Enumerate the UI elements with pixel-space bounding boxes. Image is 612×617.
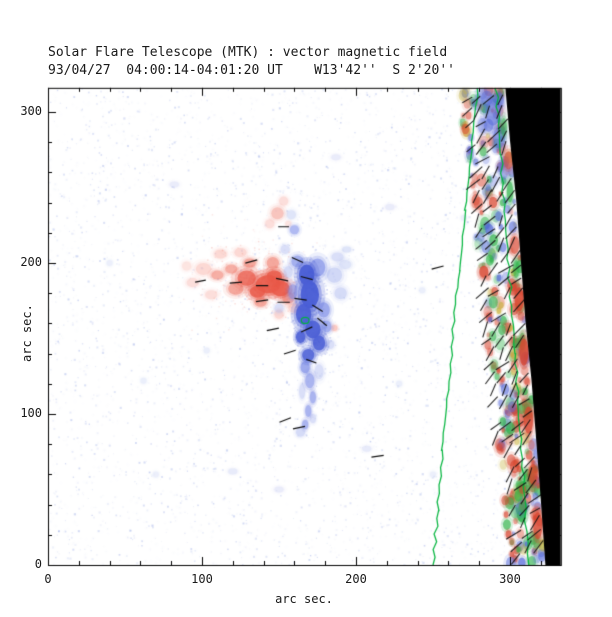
y-tick-label-300: 300 (20, 104, 42, 118)
y-tick-label-0: 0 (34, 557, 42, 571)
x-tick-label-100: 100 (191, 572, 213, 586)
x-tick-label-200: 200 (345, 572, 367, 586)
x-tick-label-300: 300 (499, 572, 521, 586)
x-axis-label: arc sec. (275, 592, 333, 606)
y-tick-label-200: 200 (20, 255, 42, 269)
chart-title: Solar Flare Telescope (MTK) : vector mag… (48, 45, 448, 60)
chart-subtitle: 93/04/27 04:00:14-04:01:20 UT W13'42'' S… (48, 63, 455, 78)
y-axis-label: arc sec. (20, 304, 34, 362)
x-tick-label-0: 0 (44, 572, 52, 586)
y-tick-label-100: 100 (20, 406, 42, 420)
